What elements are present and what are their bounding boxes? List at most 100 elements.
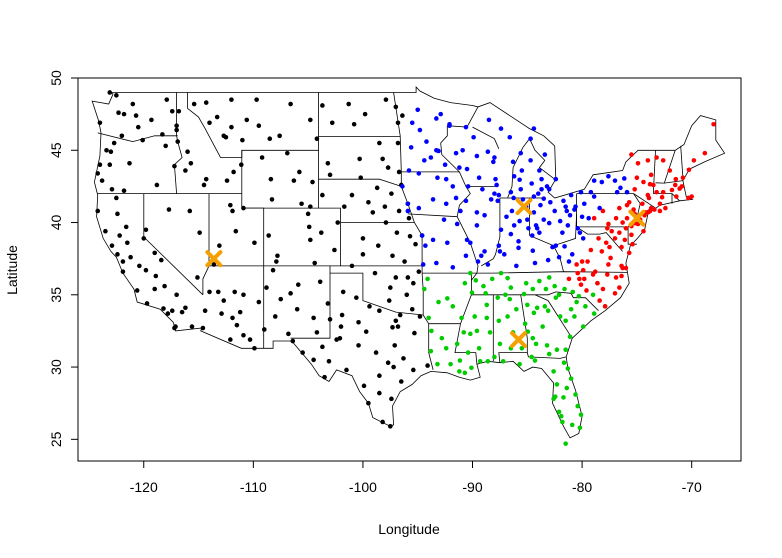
point-0-77 [320,103,325,108]
point-2-33 [459,315,464,321]
point-3-29 [674,194,679,199]
point-2-32 [472,314,478,319]
point-0-157 [99,178,105,183]
point-1-110 [568,192,574,198]
point-2-76 [428,348,434,354]
point-0-94 [270,267,276,273]
point-1-9 [474,210,480,215]
point-2-107 [498,270,504,276]
point-0-205 [349,263,355,269]
point-0-219 [311,357,316,363]
point-2-40 [481,283,486,289]
point-0-211 [393,318,399,324]
point-0-53 [241,205,246,211]
point-1-66 [480,186,485,192]
point-0-153 [121,111,127,117]
point-2-62 [529,354,534,360]
series-0 [95,90,430,429]
point-0-33 [390,325,395,330]
point-1-21 [539,176,544,182]
point-1-152 [567,213,573,218]
point-1-68 [488,197,494,202]
point-1-144 [405,208,411,214]
point-2-48 [574,299,579,305]
point-0-54 [228,202,233,208]
point-1-64 [464,166,470,172]
point-0-83 [341,204,347,209]
point-1-11 [474,223,480,228]
point-3-91 [578,282,584,287]
point-0-184 [318,230,324,235]
point-2-31 [484,302,490,308]
point-0-214 [398,379,404,384]
y-tick-label-0: 25 [48,431,64,447]
point-1-147 [520,197,526,202]
point-0-105 [392,343,398,348]
point-1-146 [494,182,499,188]
point-0-134 [172,163,177,169]
point-2-27 [557,314,563,319]
point-3-17 [624,215,630,221]
point-2-34 [445,296,450,301]
x-axis: -120 -110 -100 -90 -80 -70 [130,460,702,495]
point-0-51 [266,233,271,238]
point-0-127 [158,257,164,263]
point-0-97 [356,343,361,348]
series-3 [566,121,716,309]
point-2-29 [507,296,513,302]
point-0-210 [417,314,423,319]
point-0-192 [256,123,262,128]
point-2-46 [556,292,562,298]
point-0-226 [416,269,422,274]
point-1-132 [464,237,470,243]
point-0-87 [375,243,381,248]
point-0-74 [299,201,304,207]
point-0-27 [240,137,245,143]
point-0-178 [294,306,300,312]
point-0-150 [203,176,209,182]
point-0-69 [176,108,182,114]
point-1-81 [544,184,550,189]
point-1-25 [561,198,566,204]
point-0-49 [207,120,212,126]
point-2-14 [568,306,574,312]
point-2-83 [519,345,525,351]
point-3-97 [575,270,581,276]
point-1-126 [434,116,439,121]
point-3-84 [584,288,589,293]
point-2-24 [500,358,506,364]
point-1-121 [416,171,422,176]
point-1-56 [463,124,469,130]
point-3-38 [691,158,697,163]
point-3-63 [657,208,663,214]
point-2-35 [425,276,430,282]
point-0-73 [269,197,275,202]
point-2-53 [542,304,548,309]
point-1-29 [552,208,558,214]
point-0-190 [238,162,244,168]
point-0-161 [128,254,133,260]
point-0-169 [202,308,208,313]
point-0-229 [394,230,400,235]
point-0-149 [185,149,190,155]
point-0-55 [211,262,217,267]
point-2-74 [462,370,468,376]
point-0-21 [306,224,312,230]
point-2-86 [554,382,560,387]
point-0-193 [314,136,320,142]
point-3-23 [624,202,630,208]
point-1-77 [528,158,533,163]
point-0-37 [339,312,345,318]
point-2-11 [521,291,527,297]
point-0-91 [325,301,331,306]
centroid-2 [510,331,528,349]
point-0-67 [114,93,119,98]
point-0-224 [386,298,392,303]
state-border-34 [529,213,577,247]
point-1-49 [463,198,469,204]
point-1-67 [465,184,471,189]
point-1-47 [453,195,459,201]
point-1-97 [560,230,565,235]
point-2-79 [474,328,480,334]
point-0-45 [160,132,165,137]
